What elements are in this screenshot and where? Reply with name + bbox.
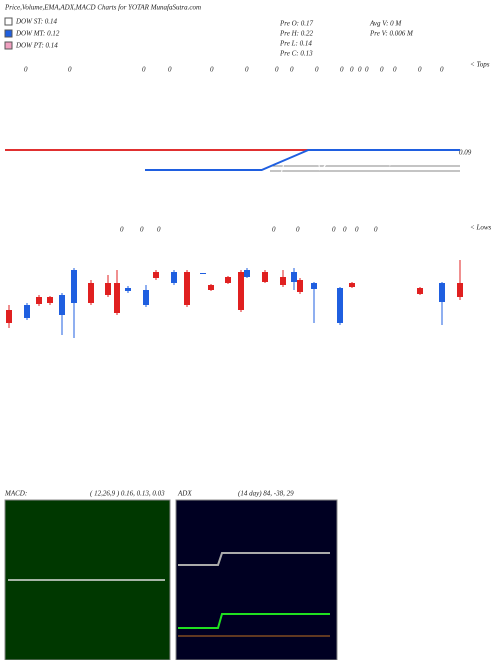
stat: Pre V: 0.006 M [369,30,414,38]
low-marker: 0 [343,226,347,234]
legend-swatch [4,17,13,26]
adx-panel [175,499,338,661]
top-marker: 0 [245,66,249,74]
top-marker: 0 [210,66,214,74]
top-marker: 0 [358,66,362,74]
candle-body [105,283,111,295]
low-marker: 0 [296,226,300,234]
candle-body [24,305,30,318]
candle-body [184,272,190,305]
candle-body [280,277,286,285]
legend-label: DOW ST: 0.14 [15,18,58,26]
low-marker: 0 [272,226,276,234]
candle-body [291,272,297,282]
candle-body [457,283,463,297]
top-marker: 0 [418,66,422,74]
candle-body [208,285,214,290]
top-marker: 0 [393,66,397,74]
macd-params: ( 12,26,9 ) 0.16, 0.13, 0.03 [90,490,165,498]
plus-di-line [178,613,330,629]
low-marker: 0 [374,226,378,234]
candle-body [59,295,65,315]
chart-title: Price,Volume,EMA,ADX,MACD Charts for YOT… [4,4,201,12]
top-marker: 0 [142,66,146,74]
line-0 [4,103,461,216]
top-marker: 0 [68,66,72,74]
stat: Avg V: 0 M [369,20,402,28]
top-marker: 0 [340,66,344,74]
adx-label: ADX [177,490,192,498]
low-marker: 0 [140,226,144,234]
candle-body [439,283,445,302]
candle-body [417,288,423,294]
legend-label: DOW MT: 0.12 [15,30,60,38]
candle-body [114,283,120,313]
candle-body [6,310,12,323]
low-marker: 0 [157,226,161,234]
candle-body [311,283,317,289]
candle-body [143,290,149,305]
top-marker: 0 [290,66,294,74]
low-marker: 0 [332,226,336,234]
candle-body [47,297,53,303]
stat: Pre O: 0.17 [279,20,313,28]
stat: Pre H: 0.22 [279,30,313,38]
candle-body [337,288,343,323]
top-marker: 0 [168,66,172,74]
last-value: 0.09 [459,149,472,157]
top-marker: 0 [380,66,384,74]
candle-body [297,280,303,292]
line-2 [145,149,460,171]
candle-body [171,272,177,283]
top-marker: 0 [315,66,319,74]
low-marker: 0 [120,226,124,234]
stat: Pre C: 0.13 [279,50,313,58]
adx-line [178,552,330,566]
stat: Pre L: 0.14 [279,40,312,48]
top-marker: 0 [24,66,28,74]
macd-label: MACD: [4,490,27,498]
candle-body [88,283,94,303]
candle-body [71,270,77,303]
top-marker: 0 [440,66,444,74]
candle-body [244,270,250,277]
adx-params: (14 day) 84, -38, 29 [238,490,294,498]
legend-swatch [4,29,13,38]
low-marker: 0 [355,226,359,234]
candle-body [225,277,231,283]
candle-body [36,297,42,304]
candle-body [349,283,355,287]
tops-label: < Tops [470,61,490,69]
candle-body [153,272,159,278]
top-marker: 0 [365,66,369,74]
top-marker: 0 [350,66,354,74]
legend-label: DOW PT: 0.14 [15,42,58,50]
lows-label: < Lows [470,224,492,232]
legend-swatch [4,41,13,50]
candle-body [200,273,206,274]
top-marker: 0 [275,66,279,74]
candle-body [125,288,131,291]
candle-body [262,272,268,282]
candle-body [238,272,244,310]
